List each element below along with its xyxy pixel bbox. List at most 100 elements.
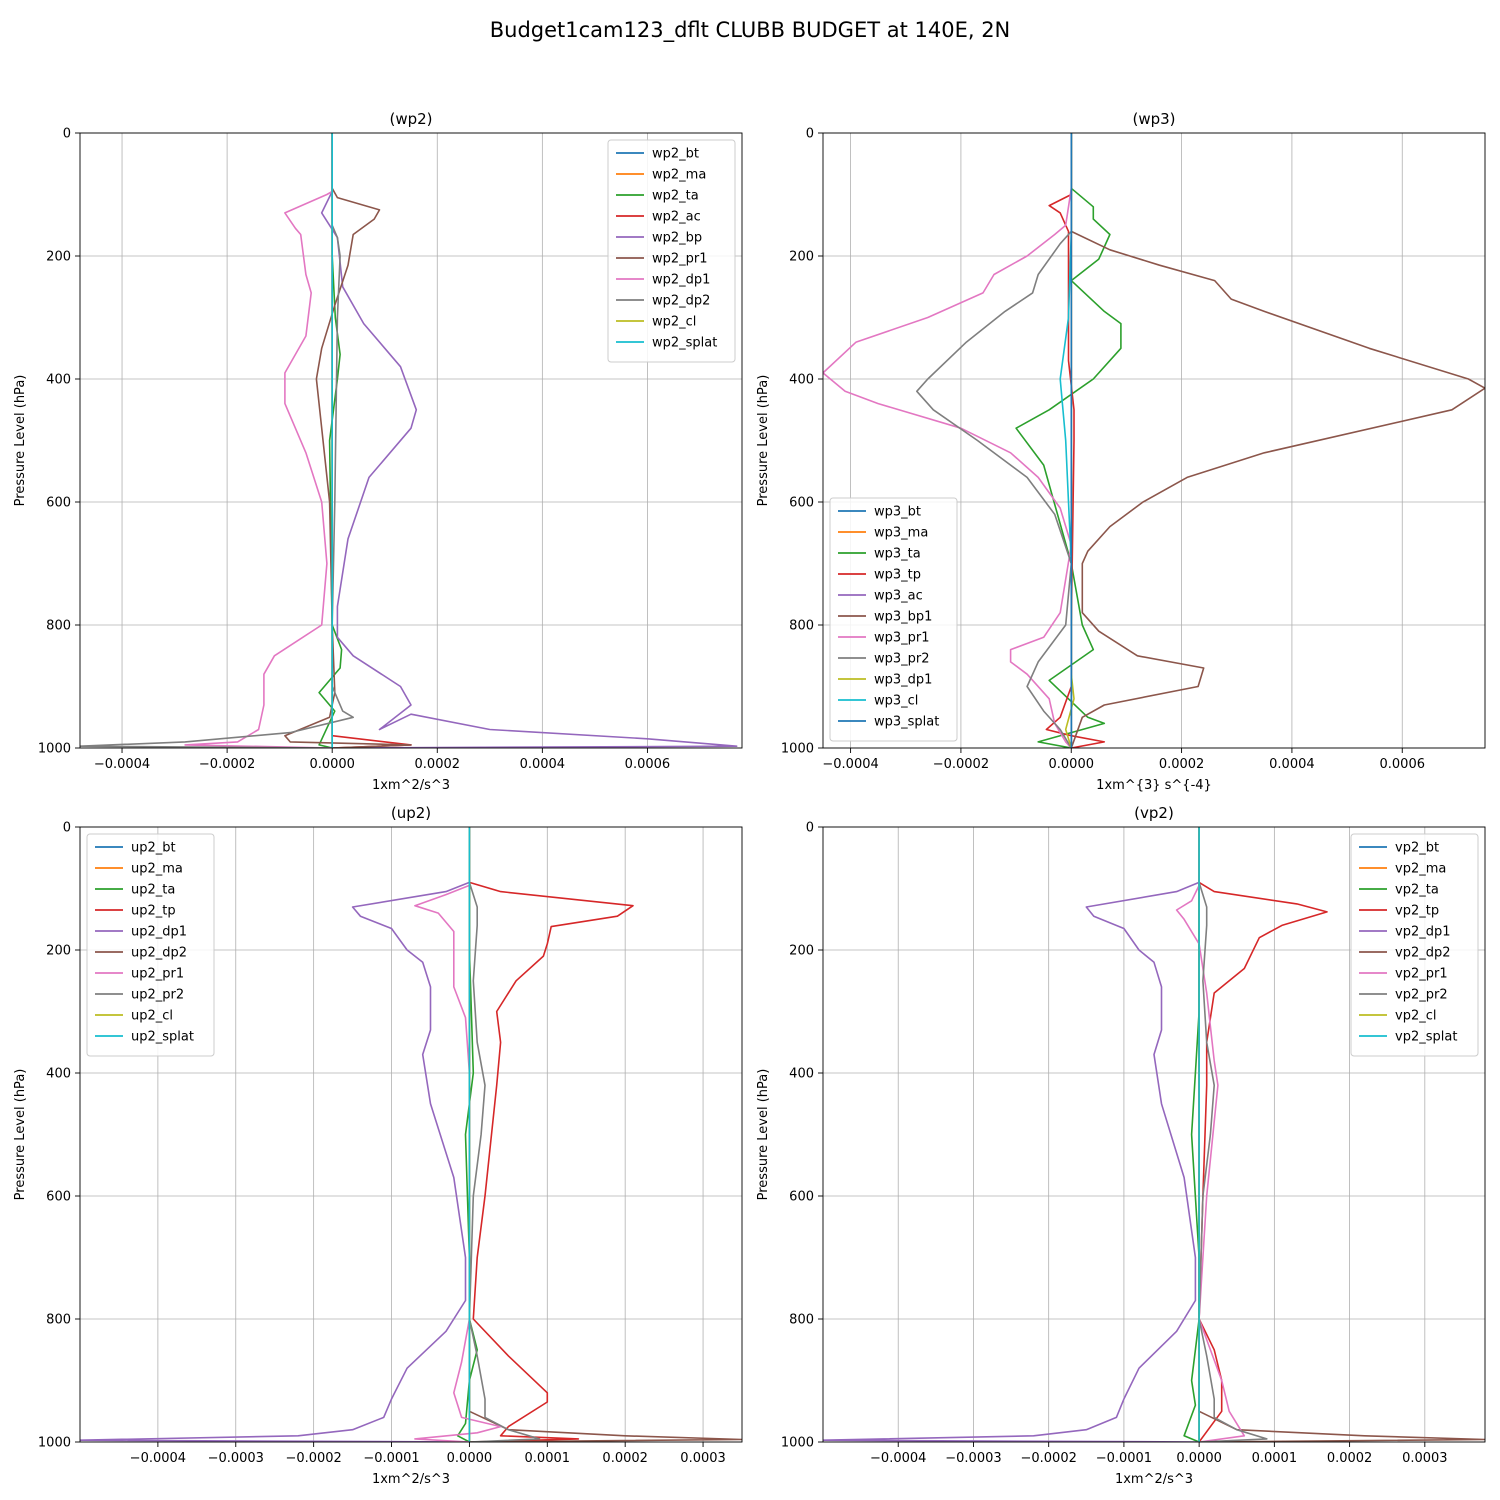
y-tick-label: 600 <box>46 1190 71 1205</box>
plot-frame <box>822 826 1486 1443</box>
legend-entry: wp2_splat <box>652 336 717 351</box>
x-tick-label: 0.0000 <box>309 757 355 772</box>
series-group <box>80 133 738 748</box>
legend: wp2_bt wp2_ma wp2_ta wp2_ac wp2_bp wp2_pr1 wp2… <box>607 139 736 363</box>
x-tick-label: 0.0003 <box>680 1451 726 1466</box>
x-tick-label: −0.0004 <box>870 1451 926 1466</box>
series-group <box>823 827 1485 1442</box>
y-axis-label: Pressure Level (hPa) <box>756 1069 771 1201</box>
x-tick-label: −0.0001 <box>1096 1451 1152 1466</box>
series-line-up2_tp <box>468 827 634 1442</box>
y-tick-label: 400 <box>46 373 71 388</box>
legend-entry: up2_splat <box>131 1030 194 1045</box>
x-tick-label: 0.0002 <box>415 757 461 772</box>
x-tick-label: −0.0004 <box>94 757 150 772</box>
figure-title: Budget1cam123_dflt CLUBB BUDGET at 140E,… <box>490 18 1011 43</box>
y-tick-label: 800 <box>789 1313 814 1328</box>
x-axis-label: 1xm^2/s^3 <box>372 778 450 793</box>
y-tick-label: 600 <box>789 496 814 511</box>
y-tick-label: 200 <box>789 250 814 265</box>
legend-entry: vp2_dp1 <box>1395 925 1451 940</box>
legend-entry: vp2_pr1 <box>1395 967 1448 982</box>
series-line-vp2_pr1 <box>1175 827 1246 1442</box>
y-tick-label: 800 <box>789 619 814 634</box>
x-tick-label: −0.0002 <box>285 1451 341 1466</box>
x-tick-label: 0.0002 <box>1159 757 1205 772</box>
panel-title: (vp2) <box>1134 804 1174 822</box>
x-tick-label: 0.0000 <box>1176 1451 1222 1466</box>
x-tick-label: 0.0001 <box>525 1451 571 1466</box>
plot-frame <box>822 132 1486 749</box>
x-axis-label: 1xm^{3} s^{-4} <box>1096 778 1212 793</box>
y-axis-label: Pressure Level (hPa) <box>13 1069 28 1201</box>
x-tick-label: 0.0000 <box>1049 757 1095 772</box>
panels-container: −0.0004 −0.0002 0.0000 0.0002 0.0004 0.0006 0 2… <box>13 110 1486 1487</box>
legend-entry: wp2_ta <box>652 189 699 204</box>
x-tick-label: 0.0000 <box>447 1451 493 1466</box>
x-tick-label: −0.0002 <box>933 757 989 772</box>
legend-entry: up2_pr2 <box>131 988 184 1003</box>
x-tick-label: 0.0006 <box>625 757 671 772</box>
series-line-wp3_bp1 <box>1070 133 1485 748</box>
y-tick-label: 800 <box>46 1313 71 1328</box>
series-line-vp2_tp <box>1198 827 1328 1442</box>
y-tick-label: 200 <box>46 250 71 265</box>
x-tick-label: 0.0004 <box>520 757 566 772</box>
legend-entry: vp2_cl <box>1395 1009 1436 1024</box>
legend-entry: vp2_tp <box>1395 904 1439 919</box>
legend-entry: wp2_pr1 <box>652 252 708 267</box>
y-tick-label: 0 <box>63 127 71 142</box>
y-tick-label: 400 <box>46 1067 71 1082</box>
legend-entry: up2_cl <box>131 1009 173 1024</box>
legend-entry: wp2_cl <box>652 315 696 330</box>
panel-wp2: −0.0004 −0.0002 0.0000 0.0002 0.0004 0.0006 0 2… <box>13 110 743 793</box>
legend-entry: vp2_dp2 <box>1395 946 1451 961</box>
legend-entry: wp2_ac <box>652 210 701 225</box>
legend-entry: wp2_dp2 <box>652 294 710 309</box>
legend-entry: wp3_ta <box>874 547 921 562</box>
legend-entry: vp2_bt <box>1395 841 1439 856</box>
x-tick-label: 0.0002 <box>602 1451 648 1466</box>
series-line-up2_dp1 <box>80 827 471 1442</box>
legend-entry: vp2_pr2 <box>1395 988 1448 1003</box>
legend-entry: wp3_cl <box>874 694 918 709</box>
y-tick-label: 200 <box>46 944 71 959</box>
series-line-wp3_pr2 <box>916 133 1073 748</box>
x-tick-label: −0.0004 <box>130 1451 186 1466</box>
y-tick-label: 0 <box>806 821 814 836</box>
panel-vp2: −0.0004 −0.0003 −0.0002 −0.0001 0.0000 0.0001… <box>756 804 1486 1487</box>
legend-entry: wp2_dp1 <box>652 273 710 288</box>
panel-title: (wp3) <box>1132 110 1175 128</box>
x-tick-label: 0.0003 <box>1402 1451 1448 1466</box>
x-tick-label: −0.0004 <box>822 757 878 772</box>
y-tick-label: 800 <box>46 619 71 634</box>
y-tick-label: 400 <box>789 373 814 388</box>
plot-frame <box>79 132 743 749</box>
legend-entry: up2_ta <box>131 883 175 898</box>
plot-frame <box>79 826 743 1443</box>
legend-entry: wp2_bt <box>652 147 699 162</box>
series-line-up2_pr2 <box>468 827 541 1442</box>
x-tick-label: 0.0006 <box>1380 757 1426 772</box>
x-tick-label: −0.0003 <box>208 1451 264 1466</box>
x-axis-label: 1xm^2/s^3 <box>1115 1472 1193 1487</box>
y-axis-label: Pressure Level (hPa) <box>756 375 771 507</box>
legend-entry: wp3_ma <box>874 526 928 541</box>
panel-title: (up2) <box>391 804 431 822</box>
y-tick-label: 1000 <box>38 742 71 757</box>
series-group <box>823 133 1485 748</box>
legend-entry: vp2_ma <box>1395 862 1446 877</box>
y-tick-label: 1000 <box>781 1436 814 1451</box>
panel-up2: −0.0004 −0.0003 −0.0002 −0.0001 0.0000 0.0001… <box>13 804 743 1487</box>
x-tick-label: 0.0004 <box>1269 757 1315 772</box>
panel-title: (wp2) <box>389 110 432 128</box>
x-axis-label: 1xm^2/s^3 <box>372 1472 450 1487</box>
legend-entry: wp3_bp1 <box>874 610 932 625</box>
legend: vp2_bt vp2_ma vp2_ta vp2_tp vp2_dp1 vp2_dp2vp… <box>1350 833 1479 1057</box>
legend-box <box>829 497 958 742</box>
y-tick-label: 200 <box>789 944 814 959</box>
series-group <box>80 827 742 1442</box>
y-axis-label: Pressure Level (hPa) <box>13 375 28 507</box>
